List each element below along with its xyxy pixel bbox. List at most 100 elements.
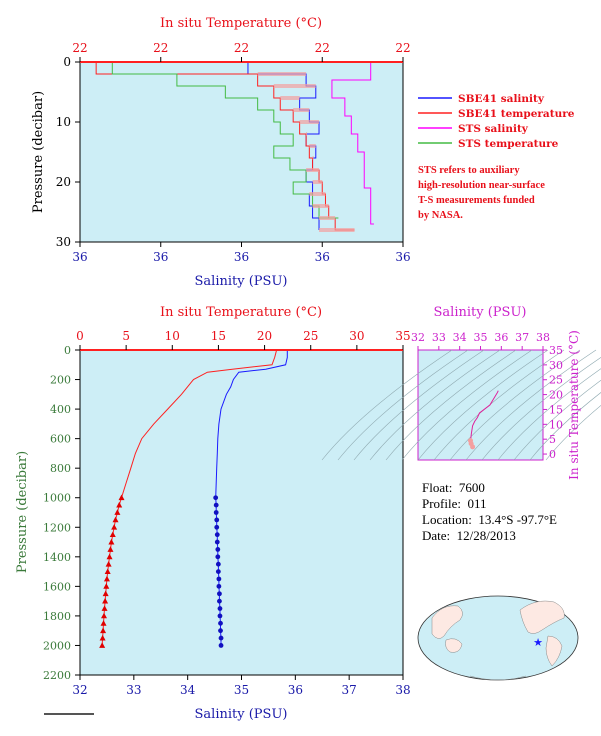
profile-bottom-tick-label: 37 (342, 683, 357, 697)
location-row: Location: 13.4°S -97.7°E (422, 512, 557, 528)
profile-y-tick-label: 400 (50, 403, 71, 416)
near-surface-top-axis-title: In situ Temperature (°C) (160, 16, 322, 31)
near-surface-y-tick-label: 0 (63, 55, 71, 69)
ts-right-tick-label: 35 (549, 344, 563, 357)
temperature-sample-point (100, 627, 107, 634)
density-contour (545, 405, 601, 461)
near-surface-bottom-tick-label: 36 (72, 250, 87, 264)
density-contour (417, 349, 549, 461)
profile-bottom-tick-label: 38 (395, 683, 410, 697)
profile-top-tick-label: 15 (211, 329, 226, 343)
profile-temperature-line (121, 349, 278, 498)
profile-bottom-tick-label: 36 (288, 683, 303, 697)
sts-note-line: STS refers to auxiliary (418, 165, 520, 176)
near-surface-overlap-band (309, 144, 316, 148)
profile-top-tick-label: 5 (122, 329, 130, 343)
legend-label: SBE41 salinity (458, 93, 545, 105)
salinity-sample-point (217, 606, 223, 611)
salinity-sample-point (216, 576, 222, 582)
near-surface-series-line (331, 62, 374, 225)
profile-bottom-tick-label: 32 (72, 683, 87, 697)
near-surface-y-axis-title: Pressure (decibar) (31, 91, 46, 213)
map-land-australia (445, 638, 463, 653)
float-row: Float: 7600 (422, 480, 557, 496)
temperature-sample-point (99, 642, 106, 648)
density-contour (465, 349, 597, 461)
salinity-sample-point (215, 561, 221, 567)
profile-top-tick-label: 0 (76, 329, 84, 343)
profile-top-tick-label: 10 (165, 329, 180, 343)
salinity-sample-point (217, 591, 222, 597)
density-contour (401, 349, 533, 461)
temperature-sample-point (100, 620, 107, 626)
profile-bottom-tick-label: 34 (180, 683, 196, 697)
map-land-asia (431, 605, 463, 639)
profile-y-tick-label: 1000 (43, 492, 71, 505)
location-value: 13.4°S -97.7°E (478, 512, 557, 527)
near-surface-bottom-tick-label: 36 (234, 250, 249, 264)
temperature-sample-point (108, 538, 115, 545)
ts-right-tick-label: 10 (549, 418, 563, 431)
temperature-sample-point (102, 590, 109, 597)
temperature-sample-point (118, 494, 125, 501)
profile-bottom-tick-label: 35 (234, 683, 249, 697)
near-surface-overlap-band (257, 72, 307, 76)
profile-panel: 0 5 10 15 20 25 30 35 32 33 34 35 36 37 38 0 200 400 600 80… (15, 305, 411, 722)
temperature-sample-point (103, 583, 110, 589)
temperature-sample-point (109, 531, 116, 538)
near-surface-top-tick-label: 22 (395, 41, 410, 55)
near-surface-overlap-band (280, 96, 300, 100)
salinity-sample-point (218, 643, 224, 648)
density-contour (529, 392, 601, 461)
density-contour (513, 379, 601, 461)
float-value: 7600 (458, 480, 485, 495)
profile-plot-area (79, 349, 404, 676)
temperature-sample-point (101, 605, 108, 611)
profile-y-tick-label: 2200 (43, 669, 71, 682)
ts-top-tick-label: 32 (411, 331, 425, 344)
near-surface-overlap-band (293, 108, 310, 112)
near-surface-bottom-tick-label: 36 (315, 250, 330, 264)
density-contour (353, 349, 485, 461)
temperature-sample-point (107, 546, 114, 552)
near-surface-overlap-band (312, 180, 323, 184)
near-surface-plot-area (79, 61, 404, 243)
temperature-sample-point (106, 553, 113, 560)
near-surface-legend: SBE41 salinity SBE41 temperature STS salin… (418, 93, 575, 150)
ts-right-tick-label: 15 (549, 403, 563, 416)
salinity-sample-point (216, 583, 222, 589)
ts-curve-point (470, 444, 476, 450)
legend-label: SBE41 temperature (458, 108, 575, 120)
salinity-sample-point (215, 569, 221, 574)
temperature-sample-point (103, 575, 110, 582)
profile-top-axis-title: In situ Temperature (°C) (160, 305, 322, 320)
near-surface-overlap-band (319, 216, 336, 220)
map-land-south-america (545, 635, 563, 667)
ts-diagram-plot-area (417, 349, 544, 461)
salinity-sample-point (214, 532, 220, 538)
ts-diagram-top-axis-title: Salinity (PSU) (434, 305, 527, 320)
profile-y-axis-title: Pressure (decibar) (15, 451, 30, 573)
map-land-antarctica (469, 675, 527, 681)
near-surface-series (80, 61, 403, 232)
salinity-sample-point (213, 502, 219, 508)
salinity-sample-point (214, 539, 220, 545)
float-location-marker: ★ (533, 636, 543, 649)
profile-y-tick-label: 1800 (43, 610, 71, 623)
profile-y-tick-label: 2000 (43, 639, 71, 652)
density-contour (337, 349, 469, 461)
profile-bottom-tick-label: 33 (126, 683, 141, 697)
near-surface-y-tick-label: 20 (56, 175, 71, 189)
near-surface-series-line (111, 62, 339, 219)
profile-top-tick-label: 20 (257, 329, 272, 343)
profile-y-tick-label: 1600 (43, 580, 71, 593)
temperature-sample-point (116, 501, 123, 508)
profile-value: 011 (467, 496, 487, 511)
near-surface-overlap-band (273, 84, 316, 88)
salinity-sample-point (213, 495, 219, 501)
temperature-sample-point (99, 634, 106, 641)
temperature-sample-point (100, 612, 107, 619)
salinity-sample-point (214, 517, 220, 523)
